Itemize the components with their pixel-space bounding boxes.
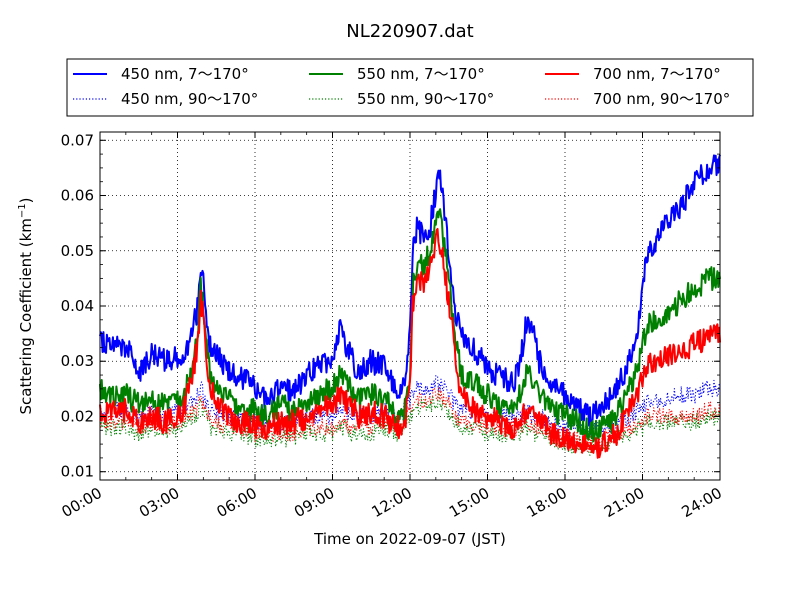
legend-label: 550 nm, 90～170° (357, 90, 494, 108)
series-line (99, 387, 721, 453)
y-tick-label: 0.05 (61, 242, 94, 260)
legend-label: 700 nm, 7～170° (593, 65, 721, 83)
legend: 450 nm, 7～170° 550 nm, 7～170° 700 nm, 7～17… (66, 58, 754, 117)
series-line (99, 154, 721, 428)
legend-frame (66, 58, 754, 117)
y-tick-label: 0.07 (61, 131, 94, 149)
y-tick-labels: 0.01 0.02 0.03 0.04 0.05 0.06 0.07 (61, 131, 94, 480)
y-axis-label: Scattering Coefficient (km−1) (17, 197, 35, 414)
legend-label: 450 nm, 90～170° (121, 90, 258, 108)
y-axis-label-end: ) (17, 197, 35, 203)
y-tick-label: 0.03 (61, 352, 94, 370)
y-axis-label-superscript: −1 (17, 203, 28, 218)
y-tick-label: 0.04 (61, 297, 94, 315)
series-line (99, 227, 721, 459)
series-line (99, 375, 721, 441)
legend-label: 450 nm, 7～170° (121, 65, 249, 83)
y-tick-label: 0.01 (61, 463, 94, 481)
x-axis-label: Time on 2022-09-07 (JST) (313, 530, 506, 548)
legend-label: 550 nm, 7～170° (357, 65, 485, 83)
axis-ticks (99, 132, 721, 480)
plot-area: 00:00 03:00 06:00 09:00 12:00 15:00 18:00 21:00… (59, 131, 725, 521)
chart-title: NL220907.dat (346, 21, 473, 42)
y-tick-label: 0.02 (61, 407, 94, 425)
y-axis-label-main: Scattering Coefficient (km (17, 218, 35, 414)
series-lines (99, 154, 721, 459)
legend-label: 700 nm, 90～170° (593, 90, 730, 108)
y-tick-label: 0.06 (61, 187, 94, 205)
